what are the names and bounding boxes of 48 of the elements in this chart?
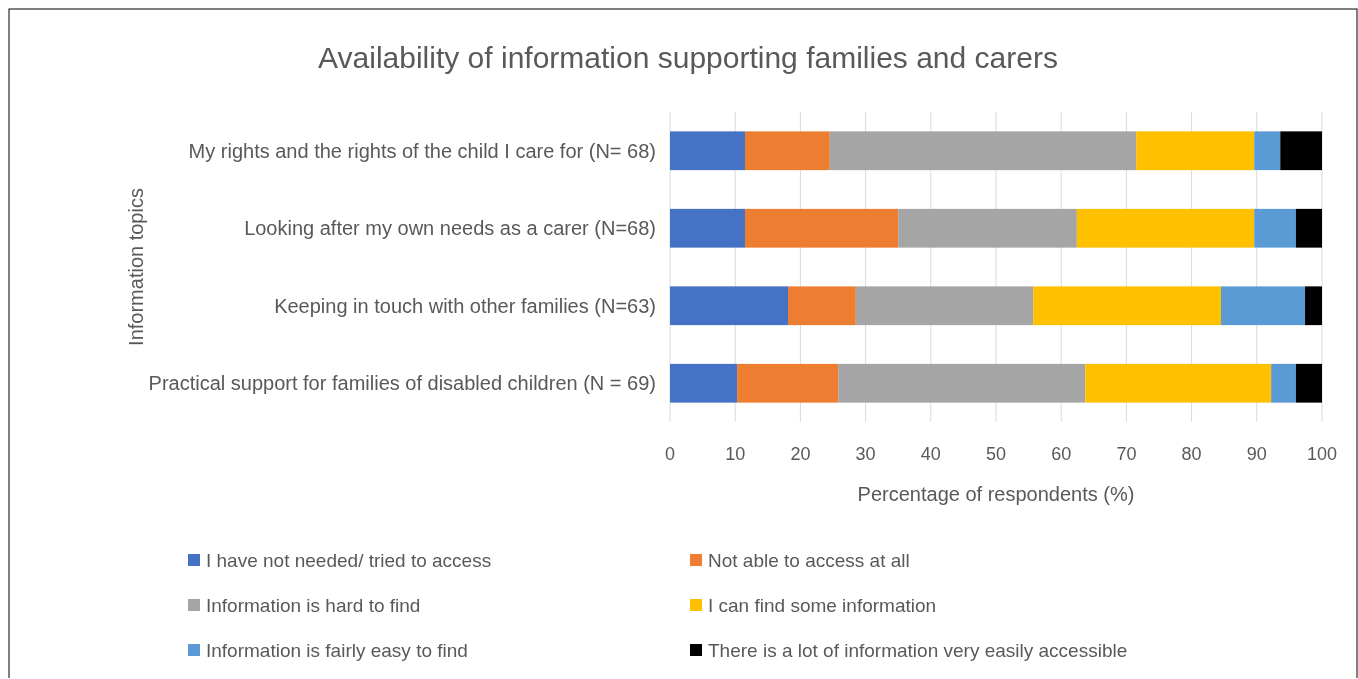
bar	[898, 208, 1077, 248]
bar	[838, 363, 1086, 403]
bar	[1254, 131, 1281, 171]
x-tick-label: 40	[920, 444, 941, 465]
bar	[670, 286, 789, 326]
chart-title: Availability of information supporting families and carers	[318, 41, 1058, 74]
x-tick-label: 30	[855, 444, 876, 465]
x-tick-label: 60	[1051, 444, 1072, 465]
bar	[1076, 208, 1255, 248]
bar	[1295, 208, 1322, 248]
y-tick-label: Keeping in touch with other families (N=63)	[274, 294, 656, 317]
y-tick-label: Looking after my own needs as a carer (N=68)	[244, 217, 656, 240]
legend-label: Information is fairly easy to find	[206, 639, 468, 661]
legend-label: Not able to access at all	[708, 549, 910, 571]
x-tick-label: 90	[1246, 444, 1267, 465]
legend-label: Information is hard to find	[206, 594, 421, 616]
x-tick-label: 80	[1181, 444, 1202, 465]
bar	[1136, 131, 1255, 171]
y-tick-label: Practical support for families of disabled children (N = 69)	[148, 372, 656, 395]
x-tick-label: 20	[790, 444, 811, 465]
bar	[829, 131, 1137, 171]
legend-label: I can find some information	[708, 594, 937, 616]
bar	[744, 208, 899, 248]
bar	[855, 286, 1034, 326]
bar	[670, 131, 745, 171]
legend-label: There is a lot of information very easily accessible	[708, 639, 1128, 661]
bar	[744, 131, 830, 171]
bar	[1305, 286, 1322, 326]
y-tick-label: My rights and the rights of the child I care for (N= 68)	[188, 139, 656, 162]
bar	[788, 286, 856, 326]
x-axis-title: Percentage of respondents (%)	[857, 483, 1135, 505]
x-tick-label: 10	[725, 444, 746, 465]
bar	[670, 208, 745, 248]
x-tick-label: 100	[1306, 444, 1338, 465]
bar	[1033, 286, 1221, 326]
x-tick-label: 50	[985, 444, 1007, 465]
x-tick-label: 70	[1116, 444, 1137, 465]
bar	[1295, 363, 1322, 403]
bar	[1254, 208, 1296, 248]
bar	[737, 363, 839, 403]
legend-label: I have not needed/ tried to access	[206, 549, 492, 571]
x-tick-label: 0	[664, 444, 676, 465]
bar	[1280, 131, 1322, 171]
bar	[1085, 363, 1272, 403]
bar	[1220, 286, 1306, 326]
y-axis-title: Information topics	[125, 188, 147, 346]
bar	[1271, 363, 1296, 403]
bar	[670, 363, 738, 403]
